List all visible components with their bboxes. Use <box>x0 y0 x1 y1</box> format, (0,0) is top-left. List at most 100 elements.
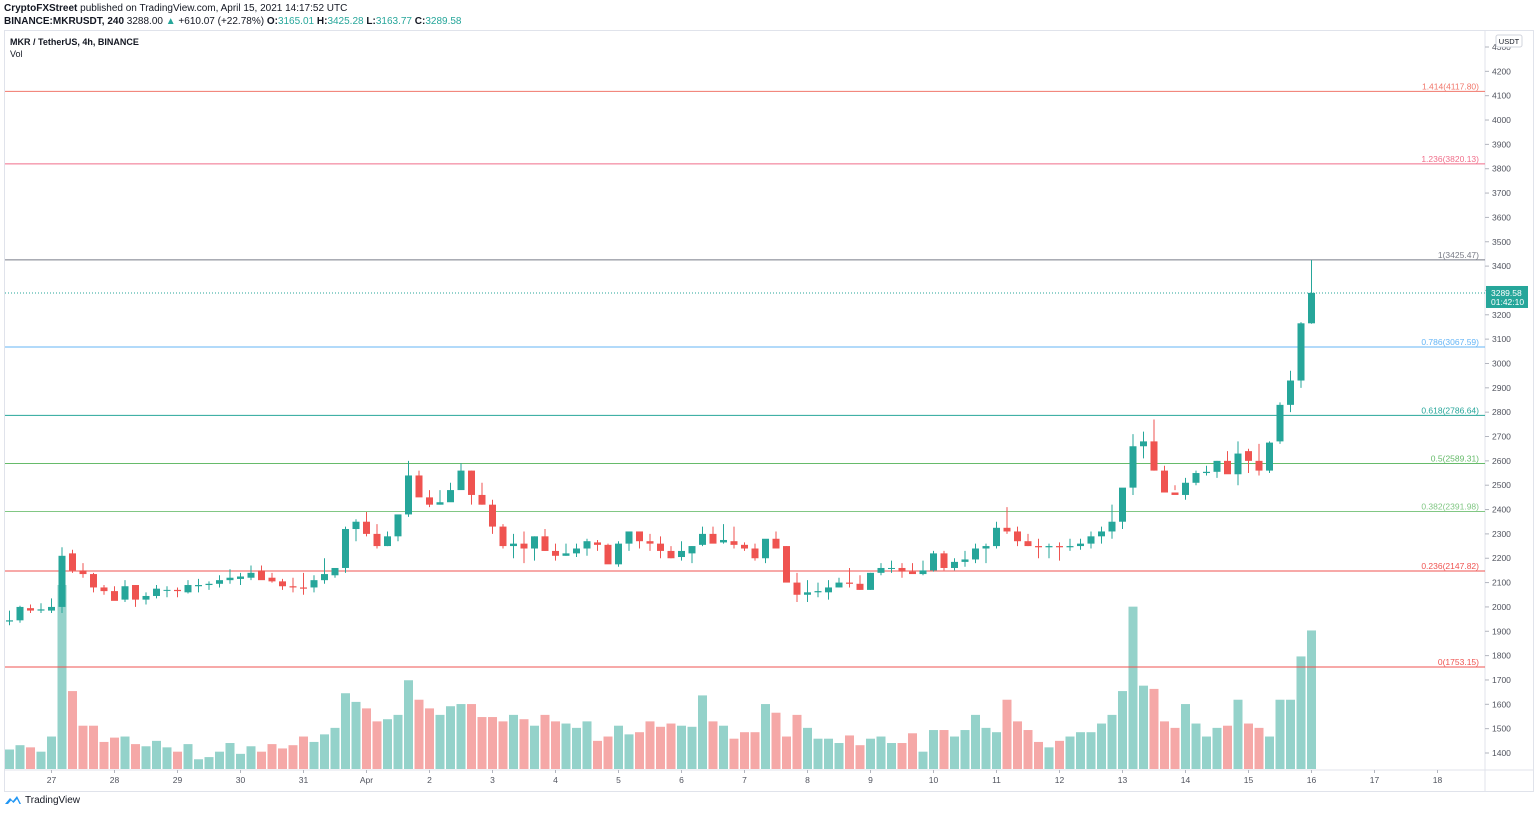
volume-indicator-label[interactable]: Vol <box>10 49 23 59</box>
bullish-candle[interactable] <box>583 541 591 549</box>
bearish-candle[interactable] <box>415 475 423 498</box>
bearish-candle[interactable] <box>373 533 381 547</box>
bullish-candle[interactable] <box>993 527 1000 547</box>
bearish-candle[interactable] <box>111 591 118 601</box>
bullish-candle[interactable] <box>867 572 874 590</box>
bullish-candle[interactable] <box>888 567 895 569</box>
bullish-candle[interactable] <box>972 548 979 560</box>
bullish-candle[interactable] <box>562 553 570 556</box>
bearish-candle[interactable] <box>846 582 853 584</box>
bullish-candle[interactable] <box>814 591 822 593</box>
bearish-candle[interactable] <box>279 581 286 587</box>
bearish-candle[interactable] <box>667 550 675 559</box>
bullish-candle[interactable] <box>930 553 937 571</box>
bearish-candle[interactable] <box>300 587 307 589</box>
bullish-candle[interactable] <box>1192 473 1200 483</box>
bullish-candle[interactable] <box>405 475 412 515</box>
tradingview-brand[interactable]: TradingView <box>25 794 81 806</box>
bearish-candle[interactable] <box>1014 531 1021 542</box>
bearish-candle[interactable] <box>1056 546 1063 548</box>
bullish-candle[interactable] <box>48 606 55 611</box>
bearish-candle[interactable] <box>27 608 34 611</box>
bearish-candle[interactable] <box>751 548 759 559</box>
bearish-candle[interactable] <box>604 544 612 565</box>
bullish-candle[interactable] <box>37 609 45 611</box>
bullish-candle[interactable] <box>205 583 213 586</box>
bearish-candle[interactable] <box>363 521 370 534</box>
bullish-candle[interactable] <box>447 490 454 503</box>
symbol-title[interactable]: MKR / TetherUS, 4h, BINANCE <box>10 37 139 47</box>
bearish-candle[interactable] <box>468 470 475 495</box>
bearish-candle[interactable] <box>499 526 507 547</box>
bearish-candle[interactable] <box>69 553 76 571</box>
bearish-candle[interactable] <box>1161 470 1168 493</box>
bearish-candle[interactable] <box>79 570 87 575</box>
bearish-candle[interactable] <box>594 542 601 545</box>
bullish-candle[interactable] <box>1066 546 1074 548</box>
currency-badge[interactable] <box>1495 34 1523 48</box>
bearish-candle[interactable] <box>772 538 780 549</box>
bullish-candle[interactable] <box>457 470 465 491</box>
bullish-candle[interactable] <box>163 589 171 591</box>
bullish-candle[interactable] <box>1308 292 1315 324</box>
bullish-candle[interactable] <box>919 570 927 575</box>
bullish-candle[interactable] <box>1108 521 1116 532</box>
bullish-candle[interactable] <box>762 538 769 559</box>
bearish-candle[interactable] <box>478 494 486 505</box>
bullish-candle[interactable] <box>531 536 538 549</box>
bullish-candle[interactable] <box>699 533 706 545</box>
bullish-candle[interactable] <box>184 585 192 593</box>
bearish-candle[interactable] <box>268 577 276 582</box>
bullish-candle[interactable] <box>982 546 990 549</box>
bullish-candle[interactable] <box>384 536 391 547</box>
bearish-candle[interactable] <box>258 570 265 581</box>
bullish-candle[interactable] <box>625 531 633 544</box>
bullish-candle[interactable] <box>1297 323 1305 381</box>
bearish-candle[interactable] <box>174 589 181 592</box>
bearish-candle[interactable] <box>793 582 801 595</box>
bullish-candle[interactable] <box>961 559 969 562</box>
bullish-candle[interactable] <box>342 529 349 568</box>
bearish-candle[interactable] <box>1024 541 1032 547</box>
bearish-candle[interactable] <box>1171 492 1179 495</box>
bearish-candle[interactable] <box>1035 546 1042 548</box>
bearish-candle[interactable] <box>783 546 790 583</box>
bearish-candle[interactable] <box>741 544 748 549</box>
bullish-candle[interactable] <box>678 550 685 558</box>
bullish-candle[interactable] <box>58 555 66 607</box>
bearish-candle[interactable] <box>90 574 97 588</box>
bullish-candle[interactable] <box>142 595 150 600</box>
bullish-candle[interactable] <box>1045 546 1053 548</box>
bullish-candle[interactable] <box>1276 404 1284 442</box>
bearish-candle[interactable] <box>1255 460 1263 471</box>
publisher-name[interactable]: CryptoFXStreet <box>4 3 78 14</box>
bullish-candle[interactable] <box>352 521 360 530</box>
bearish-candle[interactable] <box>426 497 433 505</box>
bullish-candle[interactable] <box>951 561 958 568</box>
bullish-candle[interactable] <box>835 582 843 588</box>
bullish-candle[interactable] <box>121 586 129 600</box>
bullish-candle[interactable] <box>237 576 244 579</box>
bullish-candle[interactable] <box>195 585 202 587</box>
bearish-candle[interactable] <box>898 567 906 572</box>
bullish-candle[interactable] <box>877 567 885 573</box>
bullish-candle[interactable] <box>1098 531 1105 537</box>
bearish-candle[interactable] <box>909 571 916 575</box>
bearish-candle[interactable] <box>520 543 528 549</box>
bullish-candle[interactable] <box>331 567 339 576</box>
bullish-candle[interactable] <box>394 514 402 537</box>
bearish-candle[interactable] <box>856 583 864 590</box>
bearish-candle[interactable] <box>100 587 108 592</box>
bullish-candle[interactable] <box>1140 441 1147 447</box>
bullish-candle[interactable] <box>321 574 328 581</box>
bearish-candle[interactable] <box>1150 441 1158 471</box>
bullish-candle[interactable] <box>1234 453 1242 475</box>
bullish-candle[interactable] <box>1129 446 1137 488</box>
bearish-candle[interactable] <box>1245 451 1252 461</box>
bullish-candle[interactable] <box>1077 543 1084 547</box>
bullish-candle[interactable] <box>573 548 580 554</box>
bullish-candle[interactable] <box>804 592 811 595</box>
bearish-candle[interactable] <box>541 536 549 551</box>
bullish-candle[interactable] <box>247 572 255 578</box>
